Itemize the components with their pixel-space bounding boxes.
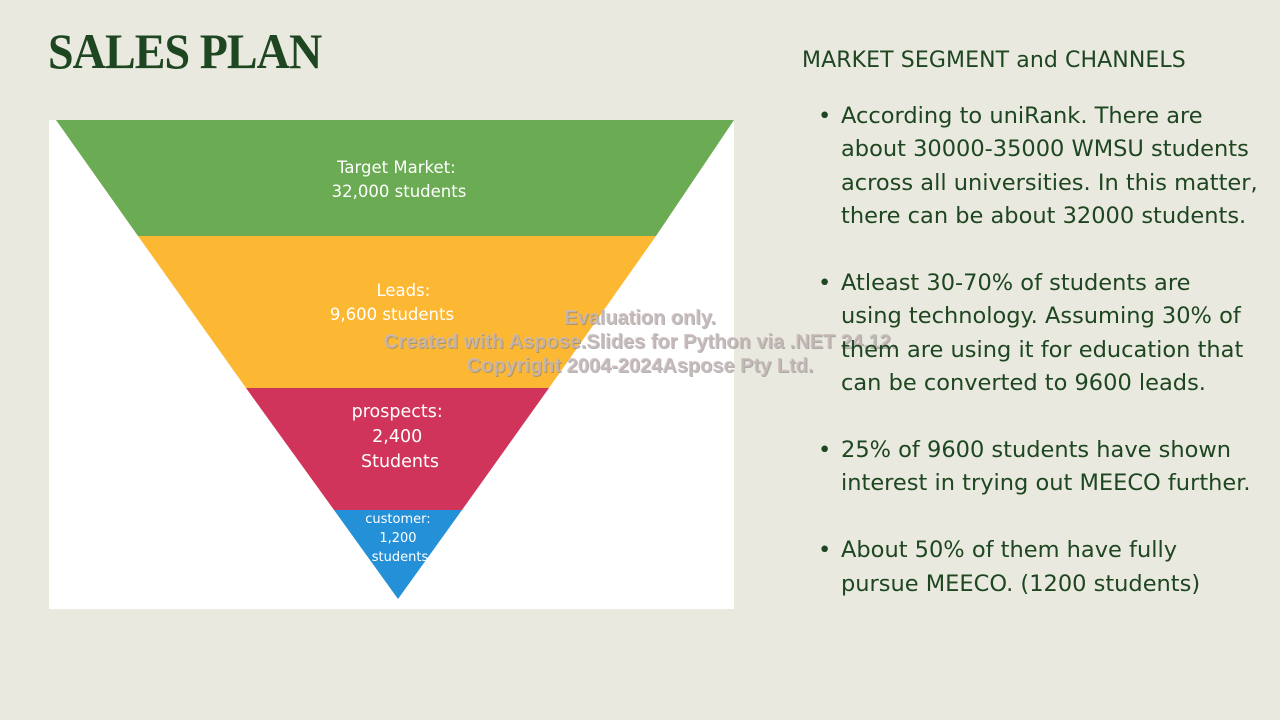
bullet-text: About 50% of them have fully pursue MEEC… <box>841 537 1201 597</box>
bullet-dot-icon: • <box>818 270 832 297</box>
stage-label-target-market: Target Market: 32,000 students <box>332 158 467 201</box>
bullet-text: 25% of 9600 students have shown interest… <box>841 437 1251 497</box>
bullet-text: According to uniRank. There are about 30… <box>841 103 1258 230</box>
bullet-item: • Atleast 30-70% of students are using t… <box>818 267 1258 401</box>
stage-label-customer: customer: 1,200 students <box>365 512 435 565</box>
funnel-stage-target-market <box>56 120 734 236</box>
bullet-item: • 25% of 9600 students have shown intere… <box>818 434 1258 501</box>
bullet-dot-icon: • <box>818 103 832 129</box>
funnel-svg: Target Market: 32,000 students Leads: 9,… <box>56 120 734 599</box>
stage-label-leads: Leads: 9,600 students <box>330 281 454 324</box>
market-bullet-list: • According to uniRank. There are about … <box>818 100 1258 601</box>
bullet-item: • About 50% of them have fully pursue ME… <box>818 534 1258 601</box>
bullet-item: • According to uniRank. There are about … <box>818 100 1258 234</box>
funnel-diagram: Target Market: 32,000 students Leads: 9,… <box>49 120 734 609</box>
funnel-stage-prospects <box>246 388 549 510</box>
slide-title: SALES PLAN <box>48 23 322 79</box>
bullet-dot-icon: • <box>818 437 832 464</box>
bullet-dot-icon: • <box>818 537 832 564</box>
market-segment-heading: MARKET SEGMENT and CHANNELS <box>802 48 1186 73</box>
funnel-stage-customer <box>334 510 462 599</box>
funnel-stage-leads <box>138 236 656 388</box>
stage-label-prospects: prospects: 2,400 Students <box>352 402 449 472</box>
bullet-text: Atleast 30-70% of students are using tec… <box>841 270 1244 397</box>
